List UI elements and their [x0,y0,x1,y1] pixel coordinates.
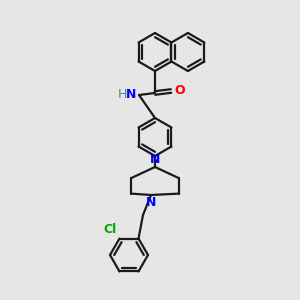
Text: O: O [174,85,184,98]
Text: N: N [146,196,156,209]
Text: N: N [150,153,160,166]
Text: H: H [118,88,127,101]
Text: Cl: Cl [103,223,116,236]
Text: N: N [126,88,136,100]
